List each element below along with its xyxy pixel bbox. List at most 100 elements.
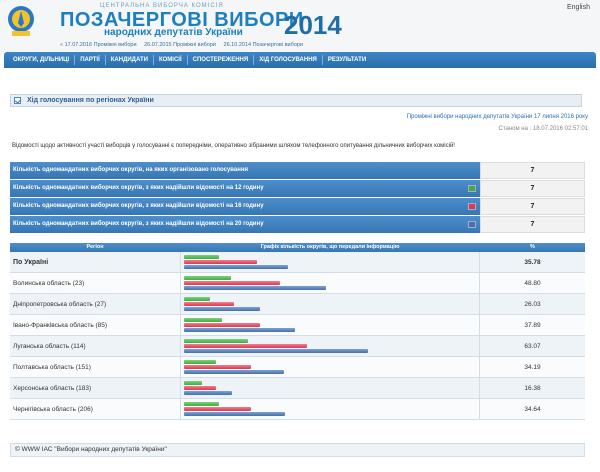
region-name[interactable]: Полтавська область (151) [13,364,91,371]
bar-green [184,402,220,406]
region-bar-chart [180,378,480,398]
count-value: 7 [480,198,585,215]
nav-item-commissions[interactable]: КОМІСІЇ [154,55,188,65]
regions-table-header: Регіон Графік кількість округів, що пере… [10,243,585,252]
election-name: Проміжні вибори народних депутатів Украї… [406,114,588,120]
legend-green-marker [468,185,476,192]
bar-green [184,381,202,385]
region-row: Волинська область (23) 48.80 [10,273,585,294]
bar-blue [184,412,286,416]
description-note: Відомості щодо активності участі виборці… [12,143,455,149]
region-column-header: Регіон [86,244,104,250]
count-label: Кількість одномандатних виборчих округів… [10,216,480,233]
legend-blue-marker [468,221,476,228]
region-percent: 26.03 [524,301,541,308]
election-link[interactable]: 26.07.2015 Проміжні вибори [144,42,216,48]
region-bar-chart [180,336,480,356]
election-link[interactable]: « 17.07.2016 Проміжні вибори [60,42,137,48]
region-name[interactable]: Луганська область (114) [13,343,86,350]
legend-red-marker [468,203,476,210]
english-link[interactable]: English [567,4,590,11]
bar-blue [184,391,232,395]
bar-green [184,339,249,343]
region-row: Івано-Франківська область (85) 37.89 [10,315,585,336]
count-value: 7 [480,216,585,233]
bar-green [184,255,220,259]
nav-item-observation[interactable]: СПОСТЕРЕЖЕННЯ [188,55,255,65]
chart-column-header: Графік кількість округів, що передали ін… [260,244,400,250]
checkbox-icon [14,97,21,104]
bar-red [184,302,234,306]
region-percent: 63.07 [524,343,541,350]
bar-red [184,323,260,327]
nav-item-candidates[interactable]: КАНДИДАТИ [106,55,154,65]
region-row: Херсонська область (183) 16.38 [10,378,585,399]
election-link[interactable]: 26.10.2014 Позачергові вибори [223,42,303,48]
region-bar-chart [180,273,480,293]
bar-red [184,281,281,285]
bar-blue [184,307,260,311]
site-subtitle: народних депутатів України [104,27,243,38]
count-label: Кількість одномандатних виборчих округів… [10,198,480,215]
bar-red [184,365,252,369]
nav-item-results[interactable]: РЕЗУЛЬТАТИ [327,57,367,63]
region-row: Дніпропетровська область (27) 26.03 [10,294,585,315]
region-name[interactable]: Дніпропетровська область (27) [13,301,107,308]
region-name[interactable]: Івано-Франківська область (85) [13,322,108,329]
region-bar-chart [180,252,480,272]
region-bar-chart [180,399,480,419]
bar-red [184,407,252,411]
region-percent: 16.38 [524,385,541,392]
bar-green [184,318,222,322]
bar-red [184,344,307,348]
region-percent: 37.89 [524,322,541,329]
bar-green [184,360,217,364]
footer: © WWW ІАС "Вибори народних депутатів Укр… [10,443,585,457]
bar-red [184,260,257,264]
bar-blue [184,370,284,374]
bar-blue [184,349,369,353]
regions-table: Регіон Графік кількість округів, що пере… [10,243,585,420]
site-header: ЦЕНТРАЛЬНА ВИБОРЧА КОМІСІЯ ПОЗАЧЕРГОВІ В… [0,0,600,52]
site-title: ПОЗАЧЕРГОВІ ВИБОРИ [60,9,304,31]
count-row: Кількість одномандатних виборчих округів… [10,216,585,233]
section-header: Хід голосування по регіонах України [10,94,582,107]
region-bar-chart [180,294,480,314]
count-row: Кількість одномандатних виборчих округів… [10,162,585,179]
count-label: Кількість одномандатних виборчих округів… [10,162,480,179]
bar-blue [184,286,327,290]
bar-green [184,276,231,280]
nav-item-districts[interactable]: ОКРУГИ, ДІЛЬНИЦІ [8,55,76,65]
election-links: « 17.07.2016 Проміжні вибори 26.07.2015 … [60,42,309,48]
status-timestamp: Станом на : 18.07.2016 02:57:01 [498,126,589,132]
count-label: Кількість одномандатних виборчих округів… [10,180,480,197]
region-percent: 35.78 [524,259,541,266]
section-title: Хід голосування по регіонах України [27,97,154,104]
bar-green [184,297,211,301]
count-value: 7 [480,162,585,179]
region-rows: По Україні 35.78 Волинська область (23) 48.… [10,252,585,420]
bar-blue [184,265,289,269]
region-name[interactable]: Волинська область (23) [13,280,85,287]
nav-item-voting-progress[interactable]: ХІД ГОЛОСУВАННЯ [254,55,323,65]
cvk-emblem-icon [8,6,34,36]
org-name: ЦЕНТРАЛЬНА ВИБОРЧА КОМІСІЯ [100,3,224,9]
region-percent: 48.80 [524,280,541,287]
region-percent: 34.64 [524,406,541,413]
bar-blue [184,328,295,332]
count-row: Кількість одномандатних виборчих округів… [10,198,585,215]
region-name[interactable]: Чернігівська область (206) [13,406,93,413]
main-nav: ОКРУГИ, ДІЛЬНИЦІ ПАРТІЇ КАНДИДАТИ КОМІСІ… [4,52,596,68]
region-row: Чернігівська область (206) 34.64 [10,399,585,420]
bar-red [184,386,217,390]
election-year: 2014 [284,10,342,40]
region-name: По Україні [13,259,49,266]
percent-column-header: % [530,244,535,250]
region-bar-chart [180,357,480,377]
region-name[interactable]: Херсонська область (183) [13,385,92,392]
district-counts-table: Кількість одномандатних виборчих округів… [10,162,585,234]
region-bar-chart [180,315,480,335]
nav-item-parties[interactable]: ПАРТІЇ [75,55,106,65]
region-row: По Україні 35.78 [10,252,585,273]
count-row: Кількість одномандатних виборчих округів… [10,180,585,197]
